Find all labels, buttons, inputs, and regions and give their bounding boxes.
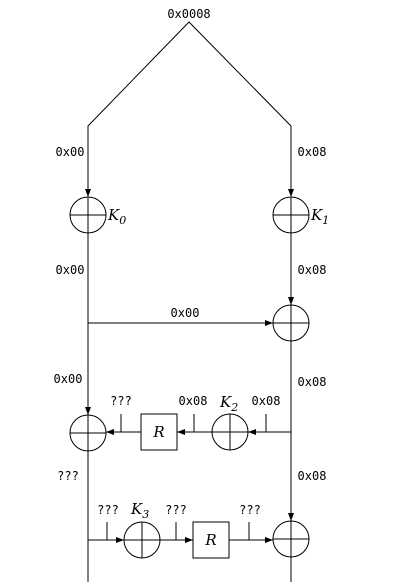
arrow-into-right-bottom-xor bbox=[288, 513, 294, 521]
label-k2-out: 0x08 bbox=[179, 394, 208, 408]
round-function-box-2 bbox=[192, 521, 230, 559]
label-left-after-k0: 0x00 bbox=[56, 263, 85, 277]
label-cross-mid: 0x00 bbox=[171, 306, 200, 320]
xor-gate-k1 bbox=[272, 196, 310, 234]
label-left-before-xor: 0x00 bbox=[54, 372, 83, 386]
xor-gate-k0 bbox=[69, 196, 107, 234]
label-k3-out: ??? bbox=[165, 503, 187, 517]
xor-gate-k2 bbox=[211, 413, 249, 451]
arrow-into-right-mid-xor bbox=[288, 297, 294, 305]
xor-gate-right-mid bbox=[272, 304, 310, 342]
arrow-into-r2 bbox=[185, 537, 193, 543]
label-k3-in: ??? bbox=[97, 503, 119, 517]
arrow-into-left-xor bbox=[85, 407, 91, 415]
label-right-before-k2: 0x08 bbox=[298, 375, 327, 389]
xor-gate-k3 bbox=[123, 521, 161, 559]
top-split-wire bbox=[87, 21, 292, 196]
key-label-k1: K1 bbox=[310, 206, 329, 227]
arrow-into-k2-xor bbox=[248, 429, 256, 435]
key-label-k3: K3 bbox=[130, 500, 149, 521]
label-k2-in: 0x08 bbox=[252, 394, 281, 408]
arrow-into-k1-xor bbox=[288, 189, 294, 197]
label-r1-out: ??? bbox=[110, 394, 132, 408]
label-top-input: 0x0008 bbox=[167, 7, 210, 21]
key-label-k0: K0 bbox=[107, 206, 126, 227]
arrow-into-right-bottom-xor-h bbox=[265, 537, 273, 543]
label-left-after-xor: ??? bbox=[57, 469, 79, 483]
arrow-cross-mid bbox=[265, 320, 273, 326]
round-function-label-2: R bbox=[204, 531, 216, 549]
arrow-into-k3-xor bbox=[116, 537, 124, 543]
label-r2-out: ??? bbox=[239, 503, 261, 517]
label-right-in: 0x08 bbox=[298, 145, 327, 159]
arrow-into-k0-xor bbox=[85, 189, 91, 197]
round-function-box-1 bbox=[140, 413, 178, 451]
label-left-in: 0x00 bbox=[56, 145, 85, 159]
label-right-lower: 0x08 bbox=[298, 469, 327, 483]
xor-gate-left bbox=[69, 414, 107, 452]
arrow-into-r1 bbox=[177, 429, 185, 435]
xor-gate-right-bottom bbox=[272, 520, 310, 558]
label-right-after-k1: 0x08 bbox=[298, 263, 327, 277]
key-label-k2: K2 bbox=[219, 393, 238, 414]
arrow-into-left-xor-h bbox=[106, 429, 114, 435]
round-function-label-1: R bbox=[152, 423, 164, 441]
